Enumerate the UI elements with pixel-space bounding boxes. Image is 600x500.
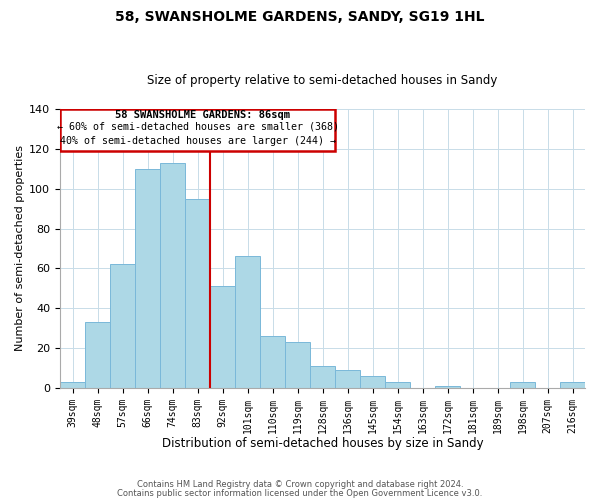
Text: 40% of semi-detached houses are larger (244) →: 40% of semi-detached houses are larger (… [59,136,335,146]
Text: 58, SWANSHOLME GARDENS, SANDY, SG19 1HL: 58, SWANSHOLME GARDENS, SANDY, SG19 1HL [115,10,485,24]
Bar [235,256,260,388]
Bar [85,322,110,388]
Bar [110,264,135,388]
Bar [310,366,335,388]
Bar [135,169,160,388]
FancyBboxPatch shape [60,109,335,151]
Bar [385,382,410,388]
Bar [285,342,310,388]
Bar [560,382,585,388]
Text: Contains public sector information licensed under the Open Government Licence v3: Contains public sector information licen… [118,490,482,498]
Bar [335,370,360,388]
Bar [160,163,185,388]
Text: 58 SWANSHOLME GARDENS: 86sqm: 58 SWANSHOLME GARDENS: 86sqm [115,110,290,120]
Bar [210,286,235,388]
Bar [260,336,285,388]
Text: ← 60% of semi-detached houses are smaller (368): ← 60% of semi-detached houses are smalle… [56,122,338,132]
Bar [510,382,535,388]
Bar [360,376,385,388]
Text: Contains HM Land Registry data © Crown copyright and database right 2024.: Contains HM Land Registry data © Crown c… [137,480,463,489]
Y-axis label: Number of semi-detached properties: Number of semi-detached properties [15,146,25,352]
Bar [185,198,210,388]
Title: Size of property relative to semi-detached houses in Sandy: Size of property relative to semi-detach… [148,74,497,87]
Bar [435,386,460,388]
X-axis label: Distribution of semi-detached houses by size in Sandy: Distribution of semi-detached houses by … [161,437,484,450]
Bar [60,382,85,388]
